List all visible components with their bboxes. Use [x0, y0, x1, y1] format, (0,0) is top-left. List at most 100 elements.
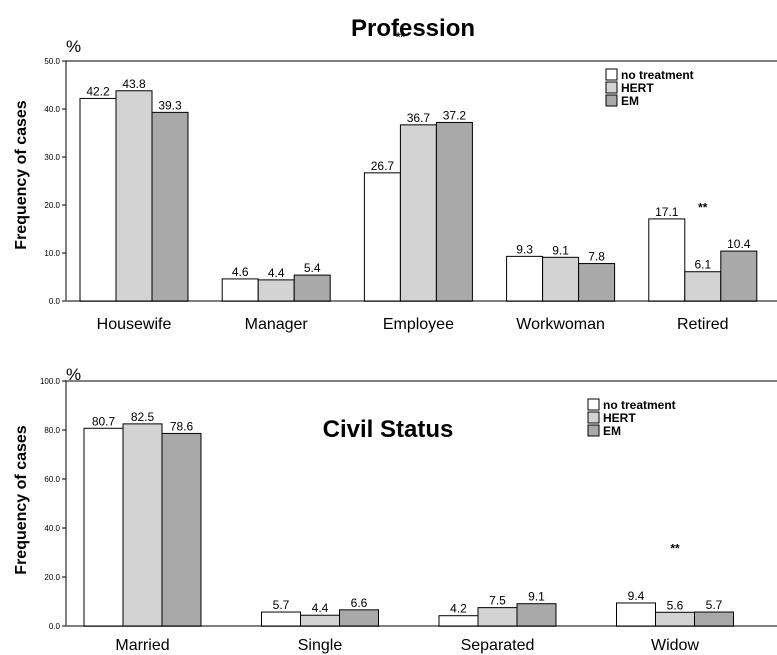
x-tick-label: Workwoman [516, 316, 605, 333]
legend-label: HERT [603, 411, 636, 425]
profession-chart: Profession % Frequency of cases 0.0 10.0 2… [13, 15, 777, 333]
legend-label: no treatment [603, 398, 676, 412]
data-label: 7.8 [588, 250, 605, 264]
data-label: 36.7 [407, 111, 431, 125]
y-tick-label: 40.0 [44, 105, 60, 114]
legend-label: EM [621, 94, 639, 108]
data-label: 4.4 [312, 601, 329, 615]
data-label: 80.7 [92, 414, 116, 428]
bar [151, 111, 189, 302]
data-label: 37.2 [443, 108, 467, 122]
bar [293, 274, 331, 302]
y-axis-label: Frequency of cases [13, 100, 30, 250]
data-label: 6.1 [694, 258, 711, 272]
bar [399, 124, 437, 302]
y-tick-label: 50.0 [44, 57, 60, 66]
data-label: 43.8 [122, 77, 146, 91]
bar [438, 615, 479, 627]
y-axis-label: Frequency of cases [13, 425, 30, 575]
y-tick-label: 10.0 [44, 249, 60, 258]
y-unit: % [66, 365, 81, 384]
bar [694, 611, 734, 627]
legend-label: no treatment [621, 68, 694, 82]
data-label: 78.6 [170, 419, 194, 433]
bars: Married 80.7 82.5 78.6 Single 5.7 4.4 6.6 Separa… [83, 410, 734, 654]
bar [115, 90, 153, 302]
legend-label: EM [603, 424, 621, 438]
legend-swatch [605, 81, 618, 94]
y-tick-label: 20.0 [44, 201, 60, 210]
legend-swatch [587, 398, 600, 411]
data-label: 5.7 [273, 598, 290, 612]
data-label: 4.6 [232, 265, 249, 279]
y-tick-label: 0.0 [49, 297, 61, 306]
bar [435, 121, 473, 302]
bar [221, 278, 259, 302]
bar [506, 255, 544, 302]
x-tick-label: Separated [461, 637, 535, 654]
x-tick-label: Employee [383, 316, 454, 333]
x-tick-label: Housewife [97, 316, 172, 333]
bar [161, 432, 202, 627]
legend-swatch [587, 411, 600, 424]
bar [648, 218, 686, 302]
y-unit: % [66, 37, 81, 56]
legend-swatch [605, 94, 618, 107]
bar [655, 611, 695, 627]
data-label: 9.3 [516, 242, 533, 256]
x-tick-label: Widow [651, 637, 699, 654]
legend-swatch [587, 424, 600, 437]
bar [257, 279, 295, 302]
y-tick-label: 30.0 [44, 153, 60, 162]
data-label: 9.4 [628, 589, 645, 603]
data-label: 39.3 [158, 98, 182, 112]
y-tick-label: 60.0 [44, 475, 60, 484]
y-tick-label: 20.0 [44, 573, 60, 582]
y-tick-label: 80.0 [44, 426, 60, 435]
bar [122, 423, 163, 627]
data-label: 82.5 [131, 410, 155, 424]
bar [363, 172, 401, 302]
x-tick-label: Married [115, 637, 169, 654]
y-tick-label: 100.0 [40, 377, 61, 386]
x-tick-label: Single [298, 637, 343, 654]
bar [684, 271, 722, 302]
legend-swatch [605, 68, 618, 81]
bar [477, 607, 518, 627]
legend-label: HERT [621, 81, 654, 95]
bars: Housewife 42.2 43.8 39.3 Manager 4.6 4.4 5.4 Emp… [79, 30, 758, 333]
data-label: 5.7 [706, 598, 723, 612]
data-label: 7.5 [489, 594, 506, 608]
data-label: 42.2 [86, 84, 110, 98]
data-label: 4.4 [268, 266, 285, 280]
chart-title: Civil Status [323, 416, 454, 443]
significance-marker: ** [698, 201, 708, 215]
bar [578, 263, 616, 302]
data-label: 5.4 [304, 261, 321, 275]
bar [616, 602, 656, 627]
chart-title: Profession [351, 15, 475, 42]
data-label: 6.6 [351, 596, 368, 610]
data-label: 9.1 [552, 243, 569, 257]
bar [339, 609, 379, 627]
bar [516, 603, 557, 627]
bar [720, 250, 758, 302]
significance-marker: ** [670, 541, 680, 555]
data-label: 26.7 [371, 159, 395, 173]
data-label: 5.6 [667, 598, 684, 612]
data-label: 17.1 [655, 205, 679, 219]
bar [261, 611, 301, 627]
bar [79, 97, 117, 302]
civil-status-chart: Civil Status % Frequency of cases 0.0 20.… [13, 365, 777, 654]
bar [83, 427, 124, 627]
y-tick-label: 0.0 [49, 622, 61, 631]
x-tick-label: Manager [245, 316, 309, 333]
bar [300, 614, 340, 627]
data-label: 4.2 [450, 602, 467, 616]
bar [542, 256, 580, 302]
significance-marker: ** [396, 30, 406, 44]
y-tick-label: 40.0 [44, 524, 60, 533]
